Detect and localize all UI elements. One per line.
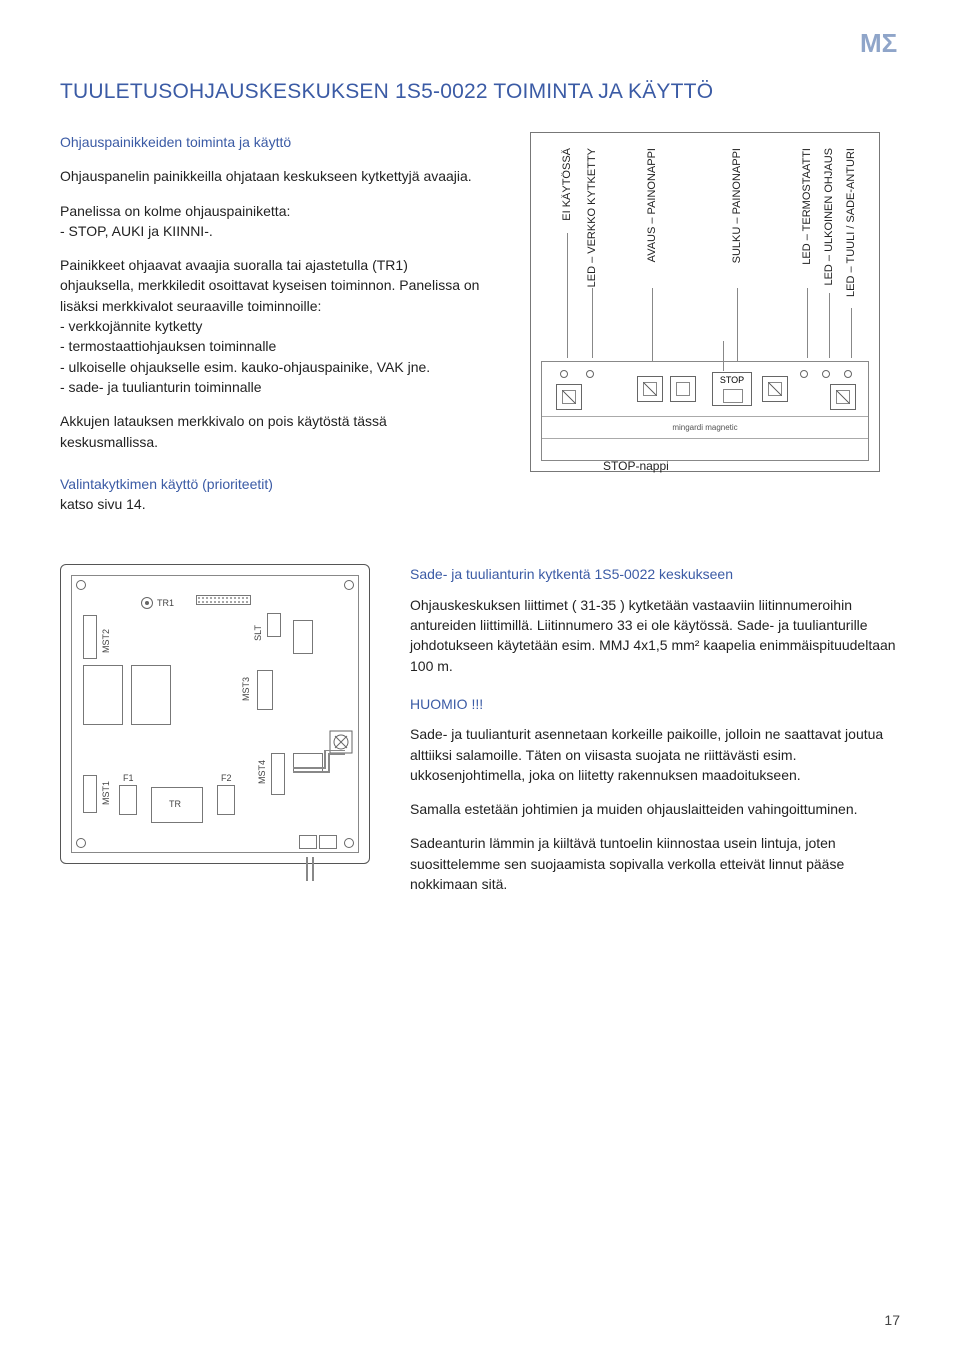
f1-label: F1 — [123, 773, 134, 783]
top-section: Ohjauspainikkeiden toiminta ja käyttö Oh… — [60, 132, 900, 514]
panel-label: AVAUS – PAINONAPPI — [646, 148, 658, 262]
warning-heading: HUOMIO !!! — [410, 694, 900, 714]
leader-line — [567, 233, 568, 358]
leader-line — [737, 288, 738, 368]
component-icon — [83, 775, 97, 813]
cable-out-icon — [306, 857, 314, 881]
paragraph: Sade- ja tuulianturit asennetaan korkeil… — [410, 724, 900, 785]
component-icon — [257, 670, 273, 710]
text: Panelissa on kolme ohjauspainiketta: — [60, 203, 290, 219]
component-icon — [83, 665, 123, 725]
pcb-diagram: TR1 MST2 SLT MST3 MST1 F1 TR F2 — [60, 564, 370, 864]
subheading: Ohjauspainikkeiden toiminta ja käyttö — [60, 132, 480, 152]
stop-nappi-label: STOP-nappi — [603, 459, 669, 473]
pcb-column: TR1 MST2 SLT MST3 MST1 F1 TR F2 — [60, 564, 370, 908]
component-icon — [267, 613, 281, 637]
fuse-icon — [119, 785, 137, 815]
led-icon — [586, 370, 594, 378]
bottom-section: TR1 MST2 SLT MST3 MST1 F1 TR F2 — [60, 564, 900, 908]
stop-button: STOP — [712, 372, 752, 406]
f2-label: F2 — [221, 773, 232, 783]
text: Painikkeet ohjaavat avaajia suoralla tai… — [60, 257, 479, 314]
panel-label: EI KÄYTÖSSÄ — [561, 148, 573, 221]
tr-label: TR — [169, 799, 181, 809]
panel-button-icon — [556, 384, 582, 410]
panel-label: LED – VERKKO KYTKETTY — [586, 148, 598, 287]
led-icon — [800, 370, 808, 378]
paragraph: Sadeanturin lämmin ja kiiltävä tuntoelin… — [410, 833, 900, 894]
paragraph: Ohjauspanelin painikkeilla ohjataan kesk… — [60, 166, 480, 186]
panel-brand-label: mingardi magnetic — [542, 417, 868, 439]
leader-line — [829, 293, 830, 358]
paragraph: Painikkeet ohjaavat avaajia suoralla tai… — [60, 255, 480, 397]
open-button-icon — [637, 376, 663, 402]
left-column-text: Ohjauspainikkeiden toiminta ja käyttö Oh… — [60, 132, 480, 514]
mst1-label: MST1 — [101, 781, 111, 805]
selector-heading: Valintakytkimen käyttö (prioriteetit) — [60, 474, 480, 494]
component-icon — [83, 615, 97, 659]
component-icon — [271, 753, 285, 795]
close-button-icon — [762, 376, 788, 402]
selector-sub: katso sivu 14. — [60, 494, 480, 514]
leader-line — [652, 288, 653, 368]
section-title: Sade- ja tuulianturin kytkentä 1S5-0022 … — [410, 564, 900, 584]
terminal-icon — [299, 835, 317, 849]
right-text-column: Sade- ja tuulianturin kytkentä 1S5-0022 … — [410, 564, 900, 908]
paragraph: Ohjauskeskuksen liittimet ( 31-35 ) kytk… — [410, 595, 900, 676]
panel-button-row: STOP — [542, 362, 868, 417]
component-icon — [131, 665, 171, 725]
led-icon — [560, 370, 568, 378]
mst3-label: MST3 — [241, 677, 251, 701]
bullet: - termostaattiohjauksen toiminnalle — [60, 338, 276, 354]
paragraph: Akkujen latauksen merkkivalo on pois käy… — [60, 411, 480, 452]
led-icon — [822, 370, 830, 378]
text: - STOP, AUKI ja KIINNI-. — [60, 223, 213, 239]
panel-label: LED – ULKOINEN OHJAUS — [823, 148, 835, 286]
fuse-icon — [217, 785, 235, 815]
panel-label: LED – TUULI / SADE-ANTURI — [845, 148, 857, 297]
paragraph: Samalla estetään johtimien ja muiden ohj… — [410, 799, 900, 819]
leader-line — [851, 308, 852, 358]
terminal-icon — [319, 835, 337, 849]
leader-line — [723, 341, 724, 371]
panel-label: LED – TERMOSTAATTI — [801, 148, 813, 265]
panel-body: STOP mingardi magnetic — [541, 361, 869, 461]
page-title: TUULETUSOHJAUSKESKUKSEN 1S5-0022 TOIMINT… — [60, 80, 900, 104]
panel-diagram-column: EI KÄYTÖSSÄ LED – VERKKO KYTKETTY AVAUS … — [520, 132, 900, 514]
cable-icon — [285, 750, 355, 820]
slt-label: SLT — [253, 625, 263, 641]
mst4-label: MST4 — [257, 760, 267, 784]
mst2-label: MST2 — [101, 629, 111, 653]
panel-button-icon — [670, 376, 696, 402]
panel-label: SULKU – PAINONAPPI — [731, 148, 743, 263]
control-panel-diagram: EI KÄYTÖSSÄ LED – VERKKO KYTKETTY AVAUS … — [530, 132, 880, 472]
bullet: - sade- ja tuulianturin toiminnalle — [60, 379, 262, 395]
connector-icon — [196, 595, 251, 605]
page-number: 17 — [884, 1312, 900, 1328]
tr1-label: TR1 — [157, 598, 174, 608]
bullet: - ulkoiselle ohjaukselle esim. kauko-ohj… — [60, 359, 430, 375]
bullet: - verkkojännite kytketty — [60, 318, 202, 334]
svg-text:MΣ: MΣ — [860, 30, 897, 58]
brand-logo: MΣ — [860, 30, 900, 58]
component-icon — [293, 620, 313, 654]
panel-button-icon — [830, 384, 856, 410]
leader-line — [592, 288, 593, 358]
paragraph: Panelissa on kolme ohjauspainiketta: - S… — [60, 201, 480, 242]
leader-line — [807, 288, 808, 358]
led-icon — [844, 370, 852, 378]
